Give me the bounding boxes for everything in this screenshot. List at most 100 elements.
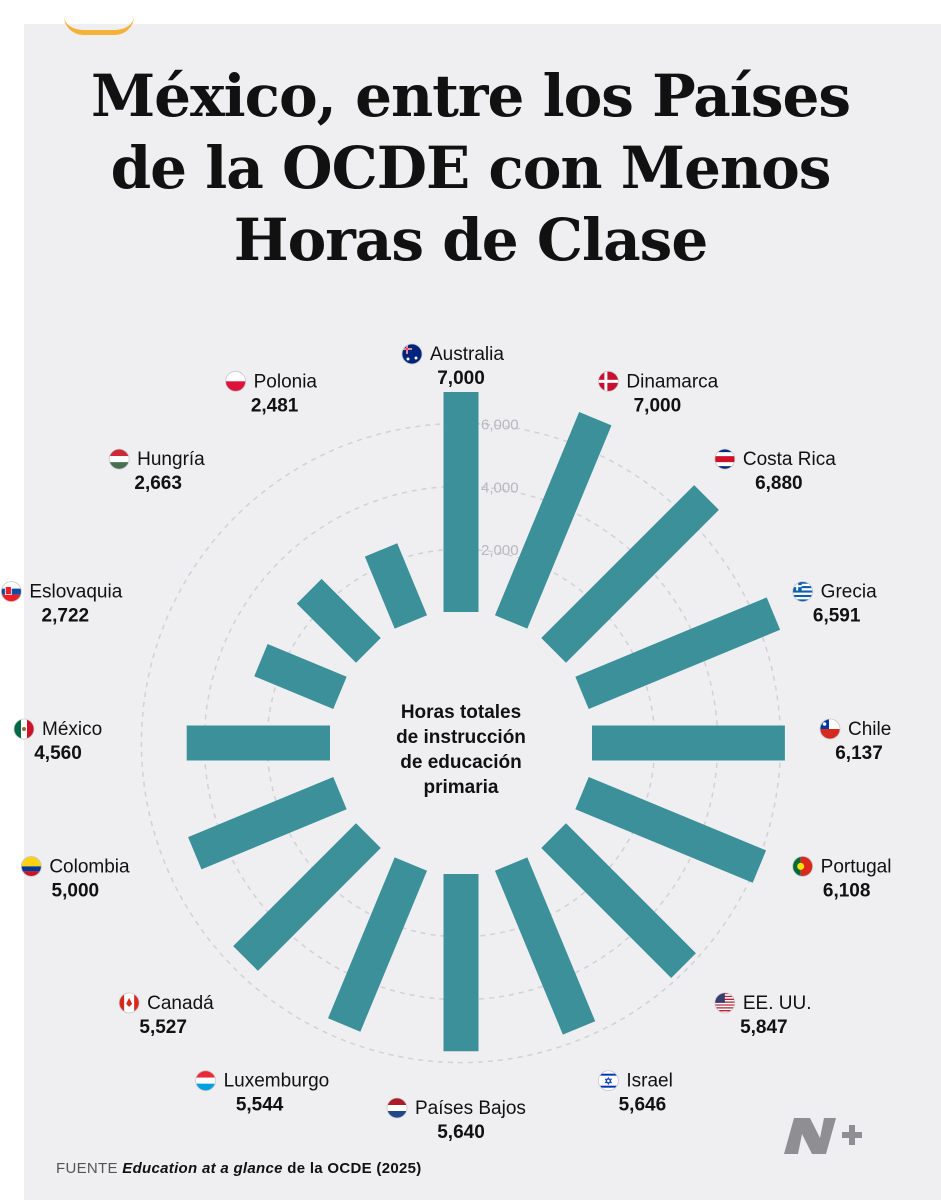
bar-australia [443,392,479,612]
flag-poland-icon [225,370,247,392]
tick-label: 4,000 [481,479,519,496]
flag-mexico-icon [13,718,35,740]
country-value: 5,527 [139,1017,187,1038]
flag-australia-icon [401,343,423,365]
country-name: México [42,719,102,740]
flag-luxembourg-icon [195,1070,217,1092]
country-label: Colombia 5,000 [20,855,130,901]
title-line: México, entre los Países [90,62,851,130]
bar-grecia [575,597,781,710]
flag-netherlands-icon [386,1097,408,1119]
country-label: Luxemburgo 5,544 [195,1070,330,1116]
country-label: Costa Rica 6,880 [714,448,836,494]
country-name: Hungría [137,449,205,470]
country-value: 7,000 [437,368,485,389]
bar-ee-uu- [541,823,696,978]
bar-israel [494,857,596,1035]
country-label: Hungría 2,663 [108,448,205,494]
radial-tick-labels: 2,000 4,000 6,000 [481,416,519,559]
country-value: 2,663 [134,473,182,494]
brand-logo-icon [784,1118,862,1154]
source-prefix: FUENTE [56,1160,118,1177]
bar-colombia [188,776,347,870]
flag-slovakia-icon [0,581,22,603]
country-name: Polonia [254,371,318,392]
country-value: 5,000 [52,880,100,901]
country-value: 6,137 [835,743,883,764]
bar-chile [592,725,785,761]
country-name: EE. UU. [743,993,812,1014]
country-value: 6,591 [813,606,861,627]
country-label: EE. UU. 5,847 [714,992,812,1038]
country-label: Australia 7,000 [401,343,504,389]
country-value: 6,108 [823,880,871,901]
chart-title: México, entre los Países de la OCDE con … [0,60,941,276]
title-line: de la OCDE con Menos [110,134,832,202]
bar-hungría [296,578,381,663]
country-value: 5,640 [437,1122,485,1143]
source-suffix: de la OCDE (2025) [287,1160,422,1177]
flag-denmark-icon [597,370,619,392]
flag-usa-icon [714,992,736,1014]
country-label: Polonia 2,481 [225,370,318,416]
bar-portugal [575,776,767,883]
infographic-background [24,24,941,1200]
country-name: Luxemburgo [224,1071,330,1092]
country-label: Israel 5,646 [597,1070,673,1116]
country-label: Chile 6,137 [819,718,891,764]
country-name: Eslovaquia [29,582,122,603]
top-logo-arc [64,16,134,35]
flag-canada-icon [118,992,140,1014]
country-value: 7,000 [634,395,682,416]
country-value: 5,544 [236,1095,284,1116]
center-label-line: primaria [424,777,499,798]
country-name: Canadá [147,993,214,1014]
flag-chile-icon [819,718,841,740]
bar-luxemburgo [328,857,428,1032]
country-label: Canadá 5,527 [118,992,214,1038]
bar-canadá [233,823,381,971]
country-name: Chile [848,719,891,740]
flag-greece-icon [792,581,814,603]
country-value: 5,847 [740,1017,788,1038]
flag-israel-icon [597,1070,619,1092]
bar-polonia [364,543,428,629]
country-name: Australia [430,344,504,365]
center-label-line: de instrucción [396,727,526,748]
country-name: Grecia [821,582,877,603]
center-label-line: Horas totales [401,702,521,723]
country-name: Países Bajos [415,1098,526,1119]
source-note: FUENTE Education at a glance de la OCDE … [56,1160,422,1177]
country-label: Grecia 6,591 [792,581,877,627]
country-value: 2,481 [251,395,299,416]
tick-label: 2,000 [481,542,519,559]
title-line: Horas de Clase [233,206,708,274]
source-title: Education at a glance [122,1160,283,1177]
bar-méxico [186,725,330,761]
country-name: Israel [626,1071,672,1092]
country-value: 4,560 [34,743,82,764]
country-name: Portugal [821,856,892,877]
bar-dinamarca [494,412,612,629]
flag-portugal-icon [792,855,814,877]
flag-costa-rica-icon [714,448,736,470]
country-value: 2,722 [42,606,90,627]
bar-costa-rica [541,485,719,663]
bar-eslovaquia [254,643,347,710]
country-name: Colombia [49,856,130,877]
flag-colombia-icon [20,855,42,877]
country-label: Eslovaquia 2,722 [0,581,123,627]
flag-hungary-icon [108,448,130,470]
country-label: Portugal 6,108 [792,855,892,901]
country-label: México 4,560 [13,718,102,764]
country-labels: Australia 7,000 Dinamarca 7,000 Costa Rica 6,… [0,343,892,1143]
country-value: 5,646 [619,1095,667,1116]
bar-group [186,392,785,1052]
country-label: Dinamarca 7,000 [597,370,719,416]
country-label: Países Bajos 5,640 [386,1097,526,1143]
center-label: Horas totales de instrucción de educació… [396,702,526,798]
center-label-line: de educación [400,752,521,773]
country-name: Costa Rica [743,449,836,470]
country-name: Dinamarca [626,371,718,392]
